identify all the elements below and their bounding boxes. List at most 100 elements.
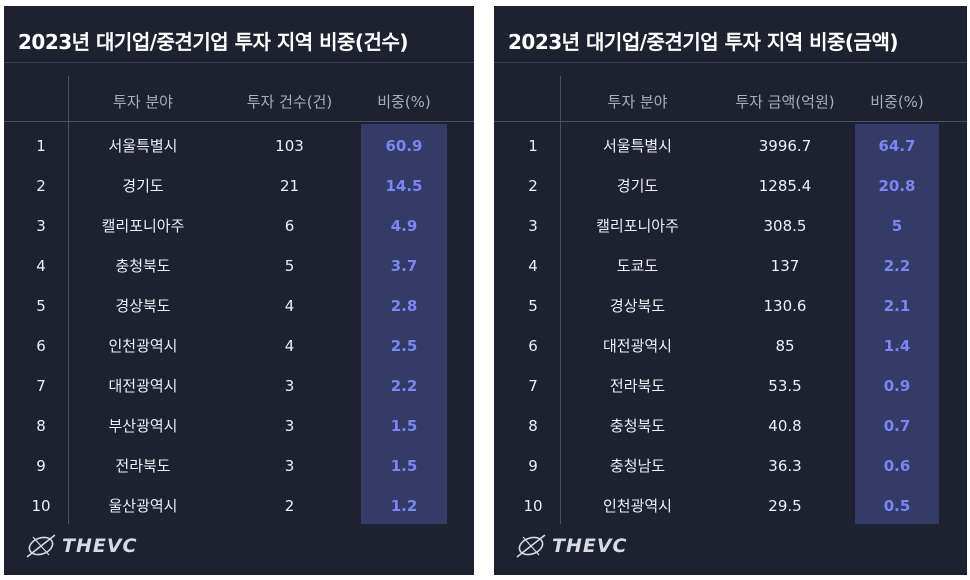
rank-cell: 5 (528, 297, 538, 315)
rank-cell: 10 (523, 497, 543, 515)
pct-cell: 64.7 (878, 137, 916, 155)
table-row: 3 캘리포니아주 6 4.9 (4, 206, 474, 246)
table-row: 3 캘리포니아주 308.5 5 (494, 206, 967, 246)
pct-cell: 20.8 (878, 177, 916, 195)
region-cell: 충청북도 (115, 257, 171, 275)
region-cell: 울산광역시 (108, 497, 178, 515)
value-cell: 85 (775, 337, 795, 355)
thevc-logo-icon (516, 534, 546, 558)
value-cell: 3996.7 (758, 137, 812, 155)
header-value: 투자 금액(억원) (735, 93, 835, 111)
region-cell: 캘리포니아주 (596, 217, 679, 235)
pct-cell: 2.1 (883, 297, 911, 315)
region-cell: 서울특별시 (108, 137, 178, 155)
region-cell: 대전광역시 (602, 337, 672, 355)
pct-cell: 14.5 (385, 177, 423, 195)
value-cell: 3 (284, 377, 295, 395)
pct-cell: 1.4 (883, 337, 911, 355)
region-cell: 경기도 (616, 177, 659, 195)
region-cell: 캘리포니아주 (101, 217, 185, 235)
pct-cell: 3.7 (390, 257, 418, 275)
pct-cell: 0.6 (883, 457, 911, 475)
rank-cell: 3 (36, 217, 46, 235)
value-cell: 36.3 (768, 457, 802, 475)
value-cell: 308.5 (763, 217, 807, 235)
table-row: 6 인천광역시 4 2.5 (4, 326, 474, 366)
table-header: 투자 분야 투자 건수(건) 비중(%) (4, 82, 474, 122)
value-cell: 6 (284, 217, 295, 235)
divider (4, 62, 474, 63)
rank-cell: 3 (528, 217, 538, 235)
rank-cell: 5 (36, 297, 46, 315)
region-cell: 인천광역시 (108, 337, 178, 355)
region-cell: 대전광역시 (108, 377, 178, 395)
pct-cell: 1.2 (390, 497, 418, 515)
rank-cell: 1 (36, 137, 46, 155)
rank-cell: 4 (36, 257, 46, 275)
rank-cell: 8 (36, 417, 46, 435)
value-cell: 3 (284, 417, 295, 435)
table-row: 2 경기도 21 14.5 (4, 166, 474, 206)
value-cell: 137 (770, 257, 800, 275)
table-row: 1 서울특별시 3996.7 64.7 (494, 126, 967, 166)
rank-cell: 8 (528, 417, 538, 435)
table-row: 10 인천광역시 29.5 0.5 (494, 486, 967, 526)
region-cell: 전라북도 (115, 457, 171, 475)
pct-cell: 0.7 (883, 417, 911, 435)
header-pct: 비중(%) (377, 93, 431, 111)
header-pct: 비중(%) (870, 93, 924, 111)
table-row: 10 울산광역시 2 1.2 (4, 486, 474, 526)
region-cell: 충청북도 (609, 417, 666, 435)
table-row: 4 충청북도 5 3.7 (4, 246, 474, 286)
value-cell: 29.5 (768, 497, 802, 515)
value-cell: 2 (284, 497, 295, 515)
table-row: 9 전라북도 3 1.5 (4, 446, 474, 486)
table-row: 5 경상북도 130.6 2.1 (494, 286, 967, 326)
region-cell: 인천광역시 (602, 497, 672, 515)
value-cell: 130.6 (763, 297, 807, 315)
value-cell: 103 (275, 137, 304, 155)
pct-cell: 2.2 (390, 377, 418, 395)
value-cell: 3 (284, 457, 295, 475)
divider (68, 76, 69, 524)
value-cell: 53.5 (768, 377, 802, 395)
table-row: 8 충청북도 40.8 0.7 (494, 406, 967, 446)
rank-cell: 1 (528, 137, 538, 155)
rank-cell: 2 (528, 177, 538, 195)
value-cell: 4 (284, 337, 295, 355)
value-cell: 1285.4 (758, 177, 812, 195)
logo-text: THEVC (62, 535, 138, 557)
pct-column-highlight (855, 124, 939, 524)
value-cell: 4 (284, 297, 295, 315)
divider (494, 62, 967, 63)
rank-cell: 2 (36, 177, 46, 195)
value-cell: 40.8 (768, 417, 802, 435)
panel-title: 2023년 대기업/중견기업 투자 지역 비중(금액) (508, 30, 899, 54)
pct-cell: 2.2 (883, 257, 911, 275)
region-cell: 경기도 (122, 177, 164, 195)
panel-title: 2023년 대기업/중견기업 투자 지역 비중(건수) (18, 30, 409, 54)
panel-by-amount: 2023년 대기업/중견기업 투자 지역 비중(금액) 투자 분야 투자 금액(… (494, 6, 967, 575)
pct-cell: 60.9 (385, 137, 423, 155)
pct-cell: 1.5 (390, 417, 418, 435)
value-cell: 21 (279, 177, 300, 195)
panel-by-count: 2023년 대기업/중견기업 투자 지역 비중(건수) 투자 분야 투자 건수(… (4, 6, 474, 575)
region-cell: 전라북도 (609, 377, 666, 395)
logo-text: THEVC (552, 535, 628, 557)
table-row: 2 경기도 1285.4 20.8 (494, 166, 967, 206)
rank-cell: 7 (528, 377, 538, 395)
value-cell: 5 (284, 257, 295, 275)
rank-cell: 9 (528, 457, 538, 475)
region-cell: 서울특별시 (602, 137, 672, 155)
table-row: 7 전라북도 53.5 0.9 (494, 366, 967, 406)
thevc-logo: THEVC (514, 531, 628, 561)
pct-cell: 5 (891, 217, 903, 235)
header-region: 투자 분야 (113, 93, 173, 111)
table-row: 4 도쿄도 137 2.2 (494, 246, 967, 286)
table-row: 8 부산광역시 3 1.5 (4, 406, 474, 446)
thevc-logo-icon (26, 534, 56, 558)
pct-cell: 0.5 (883, 497, 911, 515)
rank-cell: 4 (528, 257, 538, 275)
pct-column-highlight (361, 124, 447, 524)
table-header: 투자 분야 투자 금액(억원) 비중(%) (494, 82, 967, 122)
